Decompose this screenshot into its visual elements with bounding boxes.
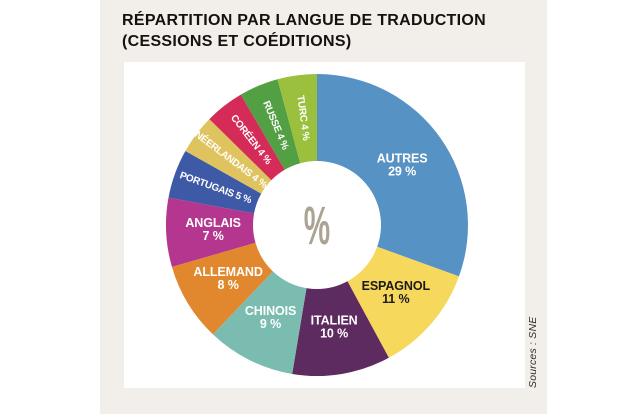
donut-segment-russe [240, 79, 301, 170]
donut-segment-turc [277, 74, 317, 164]
chart-title: RÉPARTITION PAR LANGUE DE TRADUCTION (CE… [122, 10, 486, 52]
chart-card: AUTRES 29 % ESPAGNOL 11 % ITALIEN 10 % CHINOIS… [124, 62, 525, 388]
donut-chart: AUTRES 29 % ESPAGNOL 11 %ITALIEN 10 % CHINOIS… [166, 74, 468, 376]
donut-segment-coreen [209, 94, 285, 181]
donut-segment-neerlandais [185, 119, 272, 194]
chart-title-line1: RÉPARTITION PAR LANGUE DE TRADUCTION [122, 12, 486, 29]
donut-segment-anglais [166, 197, 256, 267]
donut-center-symbol: % [304, 197, 330, 256]
segment-label-chinois: CHINOIS 9 % [245, 304, 296, 331]
segment-label-autres: AUTRES 29 % [377, 151, 428, 178]
segment-label-italien: ITALIEN 10 % [311, 314, 358, 341]
segment-label-anglais: ANGLAIS 7 % [185, 216, 241, 243]
donut-segment-italien [292, 281, 389, 376]
donut-segment-autres [317, 74, 468, 277]
source-note: Sources : SNE [527, 316, 539, 388]
segment-label-espagnol: ESPAGNOL 11 % [362, 279, 431, 306]
donut-segment-portugais [168, 150, 262, 214]
chart-title-line2: (CESSIONS ET COÉDITIONS) [122, 33, 352, 51]
beige-panel: RÉPARTITION PAR LANGUE DE TRADUCTION (CE… [100, 0, 547, 414]
donut-segment-allemand [171, 242, 273, 335]
donut-segment-espagnol [347, 246, 459, 358]
segment-label-allemand: ALLEMAND 8 % [193, 265, 262, 292]
donut-segment-chinois [212, 271, 307, 374]
